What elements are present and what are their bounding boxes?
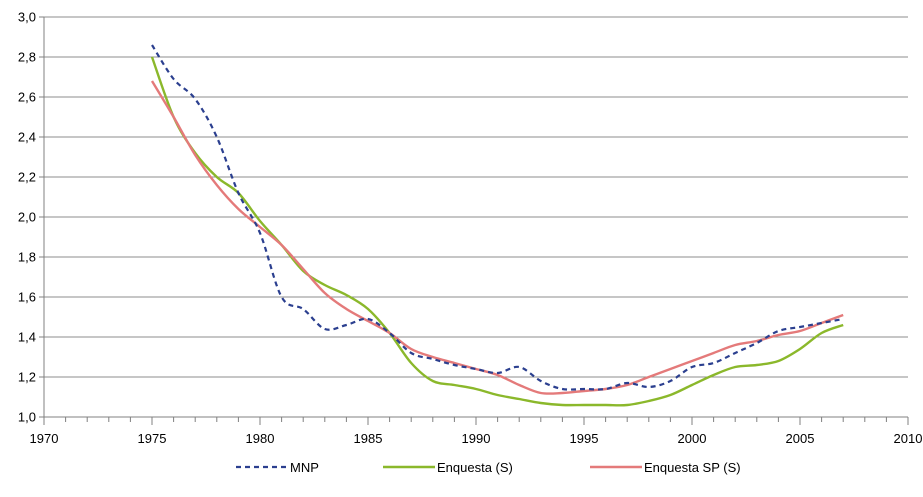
legend-label: Enquesta (S) bbox=[437, 460, 513, 475]
legend-label: MNP bbox=[290, 460, 319, 475]
legend: MNP Enquesta (S) Enquesta SP (S) bbox=[236, 460, 741, 475]
legend-label: Enquesta SP (S) bbox=[644, 460, 741, 475]
y-tick-label: 1,0 bbox=[18, 410, 36, 425]
y-tick-label: 1,2 bbox=[18, 370, 36, 385]
x-tick-label: 1985 bbox=[354, 431, 383, 446]
data-series bbox=[150, 44, 844, 407]
series-line-enquesta-s bbox=[150, 56, 844, 407]
x-tick-label: 1990 bbox=[462, 431, 491, 446]
y-tick-label: 2,4 bbox=[18, 130, 36, 145]
x-tick-label: 2005 bbox=[786, 431, 815, 446]
gridlines bbox=[44, 16, 908, 378]
y-tick-label: 1,4 bbox=[18, 330, 36, 345]
series-line-enquesta-sp-s bbox=[150, 80, 844, 395]
x-tick-label: 1975 bbox=[138, 431, 167, 446]
x-tick-label: 1970 bbox=[30, 431, 59, 446]
x-tick-label: 2000 bbox=[678, 431, 707, 446]
axes: 1,0 1,2 1,4 1,6 1,8 2,0 2,2 2,4 2,6 2,8 3,0 1970 197… bbox=[18, 10, 923, 447]
x-tick-label: 2010 bbox=[894, 431, 923, 446]
x-tick-label: 1980 bbox=[246, 431, 275, 446]
y-tick-label: 1,8 bbox=[18, 250, 36, 265]
series-line-mnp bbox=[151, 44, 844, 391]
y-tick-label: 2,6 bbox=[18, 90, 36, 105]
y-tick-label: 2,8 bbox=[18, 50, 36, 65]
y-tick-label: 1,6 bbox=[18, 290, 36, 305]
x-tick-label: 1995 bbox=[570, 431, 599, 446]
y-tick-label: 3,0 bbox=[18, 10, 36, 25]
y-tick-label: 2,2 bbox=[18, 170, 36, 185]
y-tick-label: 2,0 bbox=[18, 210, 36, 225]
